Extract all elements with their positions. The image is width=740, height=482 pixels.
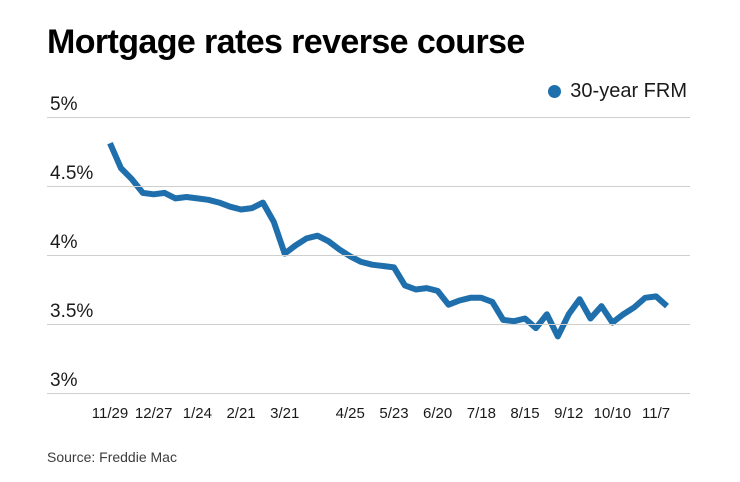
x-axis-tick-label: 12/27: [134, 405, 173, 422]
legend-item-label: 30-year FRM: [570, 80, 687, 102]
x-axis-tick-label: 11/7: [642, 405, 671, 422]
x-axis-tick-label: 3/21: [270, 405, 300, 422]
x-axis-tick-label: 7/18: [466, 405, 496, 422]
plot-area: 3% 3.5% 4% 4.5% 5%: [47, 94, 690, 400]
x-axis-tick-label: 6/20: [423, 405, 453, 422]
x-axis-tick-label: 8/15: [510, 405, 540, 422]
x-axis-tick-label: 11/29: [91, 405, 129, 422]
gridline: [47, 324, 690, 325]
y-axis-tick-label: 4.5%: [50, 163, 94, 184]
series-line-30-year-frm: [107, 141, 669, 340]
y-axis-tick-label: 3%: [50, 370, 78, 391]
y-axis-tick-label: 5%: [50, 94, 78, 115]
x-axis-tick-label: 1/24: [182, 405, 212, 422]
x-axis-tick-label: 5/23: [379, 405, 409, 422]
y-axis-tick-label: 4%: [50, 232, 78, 253]
page-title: Mortgage rates reverse course: [47, 23, 525, 61]
x-axis-tick-label: 2/21: [226, 405, 256, 422]
y-axis-tick-label: 3.5%: [50, 301, 94, 322]
source-note: Source: Freddie Mac: [47, 449, 177, 465]
circle-marker-icon: [548, 84, 562, 98]
x-axis-tick-labels: 11/29 12/27 1/24 2/21 3/21 4/25 5/23 6/20 7/18 8/…: [47, 403, 690, 427]
chart-legend: 30-year FRM: [548, 80, 687, 102]
x-axis-tick-label: 4/25: [335, 405, 365, 422]
x-axis-tick-label: 10/10: [593, 405, 632, 422]
gridline: [47, 117, 690, 118]
x-axis-tick-label: 9/12: [554, 405, 584, 422]
gridline: [47, 186, 690, 187]
gridline: [47, 255, 690, 256]
gridline: [47, 393, 690, 394]
